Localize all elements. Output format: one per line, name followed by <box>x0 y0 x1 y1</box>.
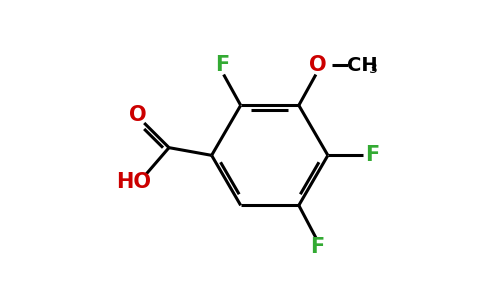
Text: F: F <box>365 146 379 165</box>
Text: O: O <box>309 55 326 75</box>
Text: HO: HO <box>116 172 151 192</box>
Text: F: F <box>215 55 229 75</box>
Text: F: F <box>310 237 325 257</box>
Text: O: O <box>129 105 147 125</box>
Text: 3: 3 <box>369 62 378 76</box>
Text: CH: CH <box>347 56 378 75</box>
